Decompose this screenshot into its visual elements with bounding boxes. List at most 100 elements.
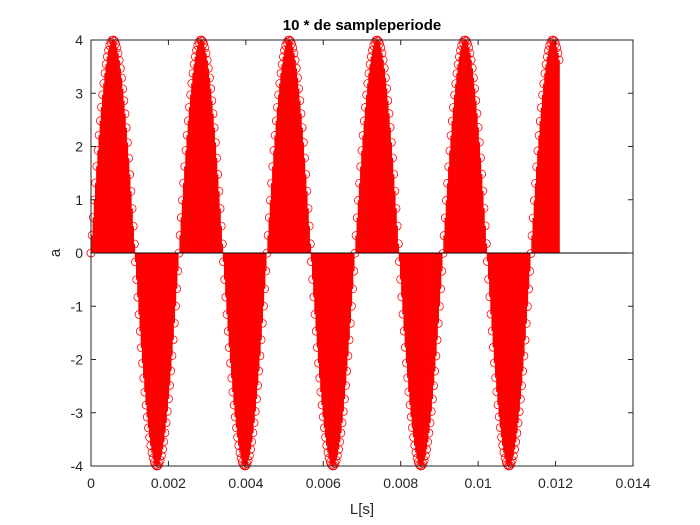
stem-marker [308, 275, 318, 284]
stem-marker [214, 186, 224, 196]
stem-marker [148, 453, 158, 463]
stem-marker [254, 366, 264, 376]
stem-marker [114, 55, 124, 65]
stem-marker [191, 52, 200, 62]
stem-marker [352, 213, 362, 223]
stem-marker [188, 68, 198, 78]
stem-marker [234, 441, 244, 451]
stem-marker [142, 412, 152, 422]
stem-marker [294, 84, 304, 94]
stem-marker [104, 46, 113, 55]
stem-marker [274, 90, 284, 100]
stem-marker [178, 195, 187, 205]
stem-marker [173, 266, 183, 276]
stem-marker [338, 407, 348, 416]
stem-marker [520, 335, 530, 345]
stem-marker [98, 90, 108, 100]
stem-marker [92, 161, 102, 171]
stem-marker [93, 145, 103, 155]
stem-marker [395, 257, 404, 266]
stem-marker [396, 274, 406, 284]
stem-marker [491, 373, 501, 383]
stem-marker [297, 123, 307, 133]
stem-marker [419, 456, 429, 465]
stem-marker [321, 432, 331, 442]
stem-marker [181, 146, 191, 155]
stem-marker [176, 213, 186, 222]
stem-marker [405, 400, 415, 410]
stem-marker [217, 239, 227, 249]
stem-marker [339, 394, 349, 404]
stem-marker [485, 292, 495, 302]
stem-marker [331, 456, 341, 465]
stem-marker [222, 310, 232, 319]
stem-marker [554, 55, 564, 65]
stem-marker [535, 116, 545, 126]
stem-marker [183, 116, 193, 126]
stem-marker [406, 412, 416, 422]
stem-marker [182, 130, 192, 140]
stem-marker [227, 373, 237, 383]
stem-marker [549, 36, 559, 46]
stem-marker [445, 146, 455, 156]
stem-marker [362, 90, 372, 100]
stem-marker [391, 203, 401, 213]
stem-marker [202, 55, 212, 65]
stem-marker [531, 179, 540, 188]
stem-marker [273, 102, 282, 112]
stem-marker [132, 275, 142, 285]
stem-marker [87, 230, 97, 240]
stem-marker [528, 213, 538, 223]
stem-marker [117, 73, 126, 83]
stem-marker [223, 326, 233, 336]
stem-marker [300, 153, 309, 163]
stem-marker [305, 239, 315, 249]
stem-marker [472, 109, 482, 118]
stem-marker [280, 46, 289, 55]
stem-marker [356, 162, 366, 172]
stem-marker [226, 358, 235, 368]
stem-marker [124, 153, 133, 163]
stem-marker [332, 451, 342, 461]
stem-marker [432, 335, 442, 345]
stem-marker [370, 37, 380, 47]
stem-marker [266, 195, 275, 205]
stem-marker [314, 358, 323, 368]
stem-marker [342, 366, 352, 376]
stem-marker [168, 335, 178, 345]
stem-marker [139, 373, 149, 383]
stem-marker [447, 116, 457, 126]
stem-marker [410, 441, 420, 450]
stem-marker [310, 309, 320, 319]
stem-marker [282, 37, 292, 47]
stem-marker [524, 284, 533, 294]
stem-marker [207, 96, 217, 106]
stem-marker [100, 68, 110, 78]
stem-marker [538, 90, 548, 100]
stem-marker [318, 412, 328, 422]
stem-marker [301, 169, 311, 179]
stem-marker [293, 73, 302, 83]
stem-marker [264, 213, 274, 223]
stem-marker [187, 79, 197, 88]
stem-marker [479, 203, 489, 213]
stem-marker [476, 153, 485, 163]
stem-marker [201, 48, 211, 58]
stem-marker [160, 428, 170, 438]
stem-marker [464, 43, 474, 53]
y-tick-label: -2 [71, 352, 84, 368]
stem-marker [526, 249, 536, 258]
stem-marker [477, 169, 487, 179]
stem-marker [514, 407, 524, 417]
stem-marker [397, 292, 407, 302]
stem-marker [525, 266, 535, 276]
stem-marker [484, 274, 494, 284]
stem-marker [145, 433, 155, 442]
stem-marker [156, 451, 166, 460]
stem-marker [230, 412, 240, 422]
stem-marker [467, 63, 477, 73]
stem-marker [480, 221, 490, 231]
stem-marker [443, 178, 453, 188]
stem-marker [471, 96, 481, 105]
